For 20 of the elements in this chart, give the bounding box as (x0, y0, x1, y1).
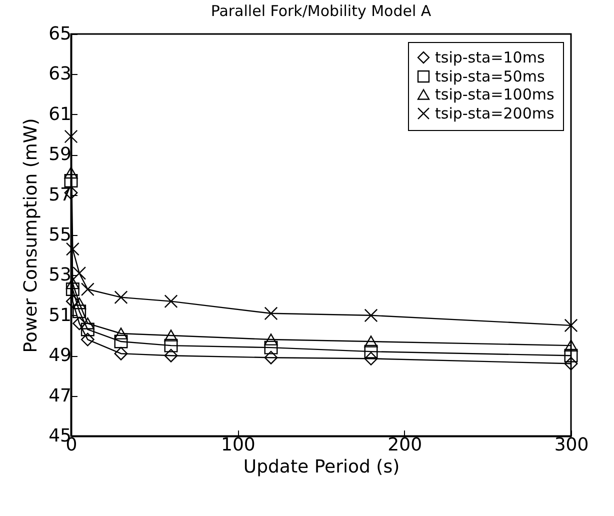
x-axis-title: Update Period (s) (243, 456, 400, 478)
y-tick-label: 49 (48, 345, 72, 366)
y-tick-label: 61 (48, 104, 72, 125)
chart-title: Parallel Fork/Mobility Model A (210, 2, 432, 20)
y-tick-label: 59 (48, 144, 72, 166)
y-tick-label: 57 (48, 184, 72, 206)
legend-label: tsip-sta=50ms (435, 68, 545, 86)
y-axis-title: Power Consumption (mW) (20, 118, 42, 353)
y-tick-label: 53 (48, 264, 72, 286)
y-tick-label: 55 (48, 224, 72, 246)
y-tick-label: 51 (48, 304, 72, 326)
legend-label: tsip-sta=10ms (435, 48, 545, 66)
y-tick-label: 47 (48, 385, 72, 406)
x-tick-label: 200 (388, 434, 422, 456)
legend-label: tsip-sta=200ms (435, 104, 554, 122)
y-tick-label: 65 (48, 24, 72, 44)
y-tick-label: 63 (48, 64, 72, 85)
x-tick-label: 100 (220, 434, 256, 456)
x-tick-label: 300 (554, 434, 589, 456)
legend-label: tsip-sta=100ms (435, 86, 554, 104)
